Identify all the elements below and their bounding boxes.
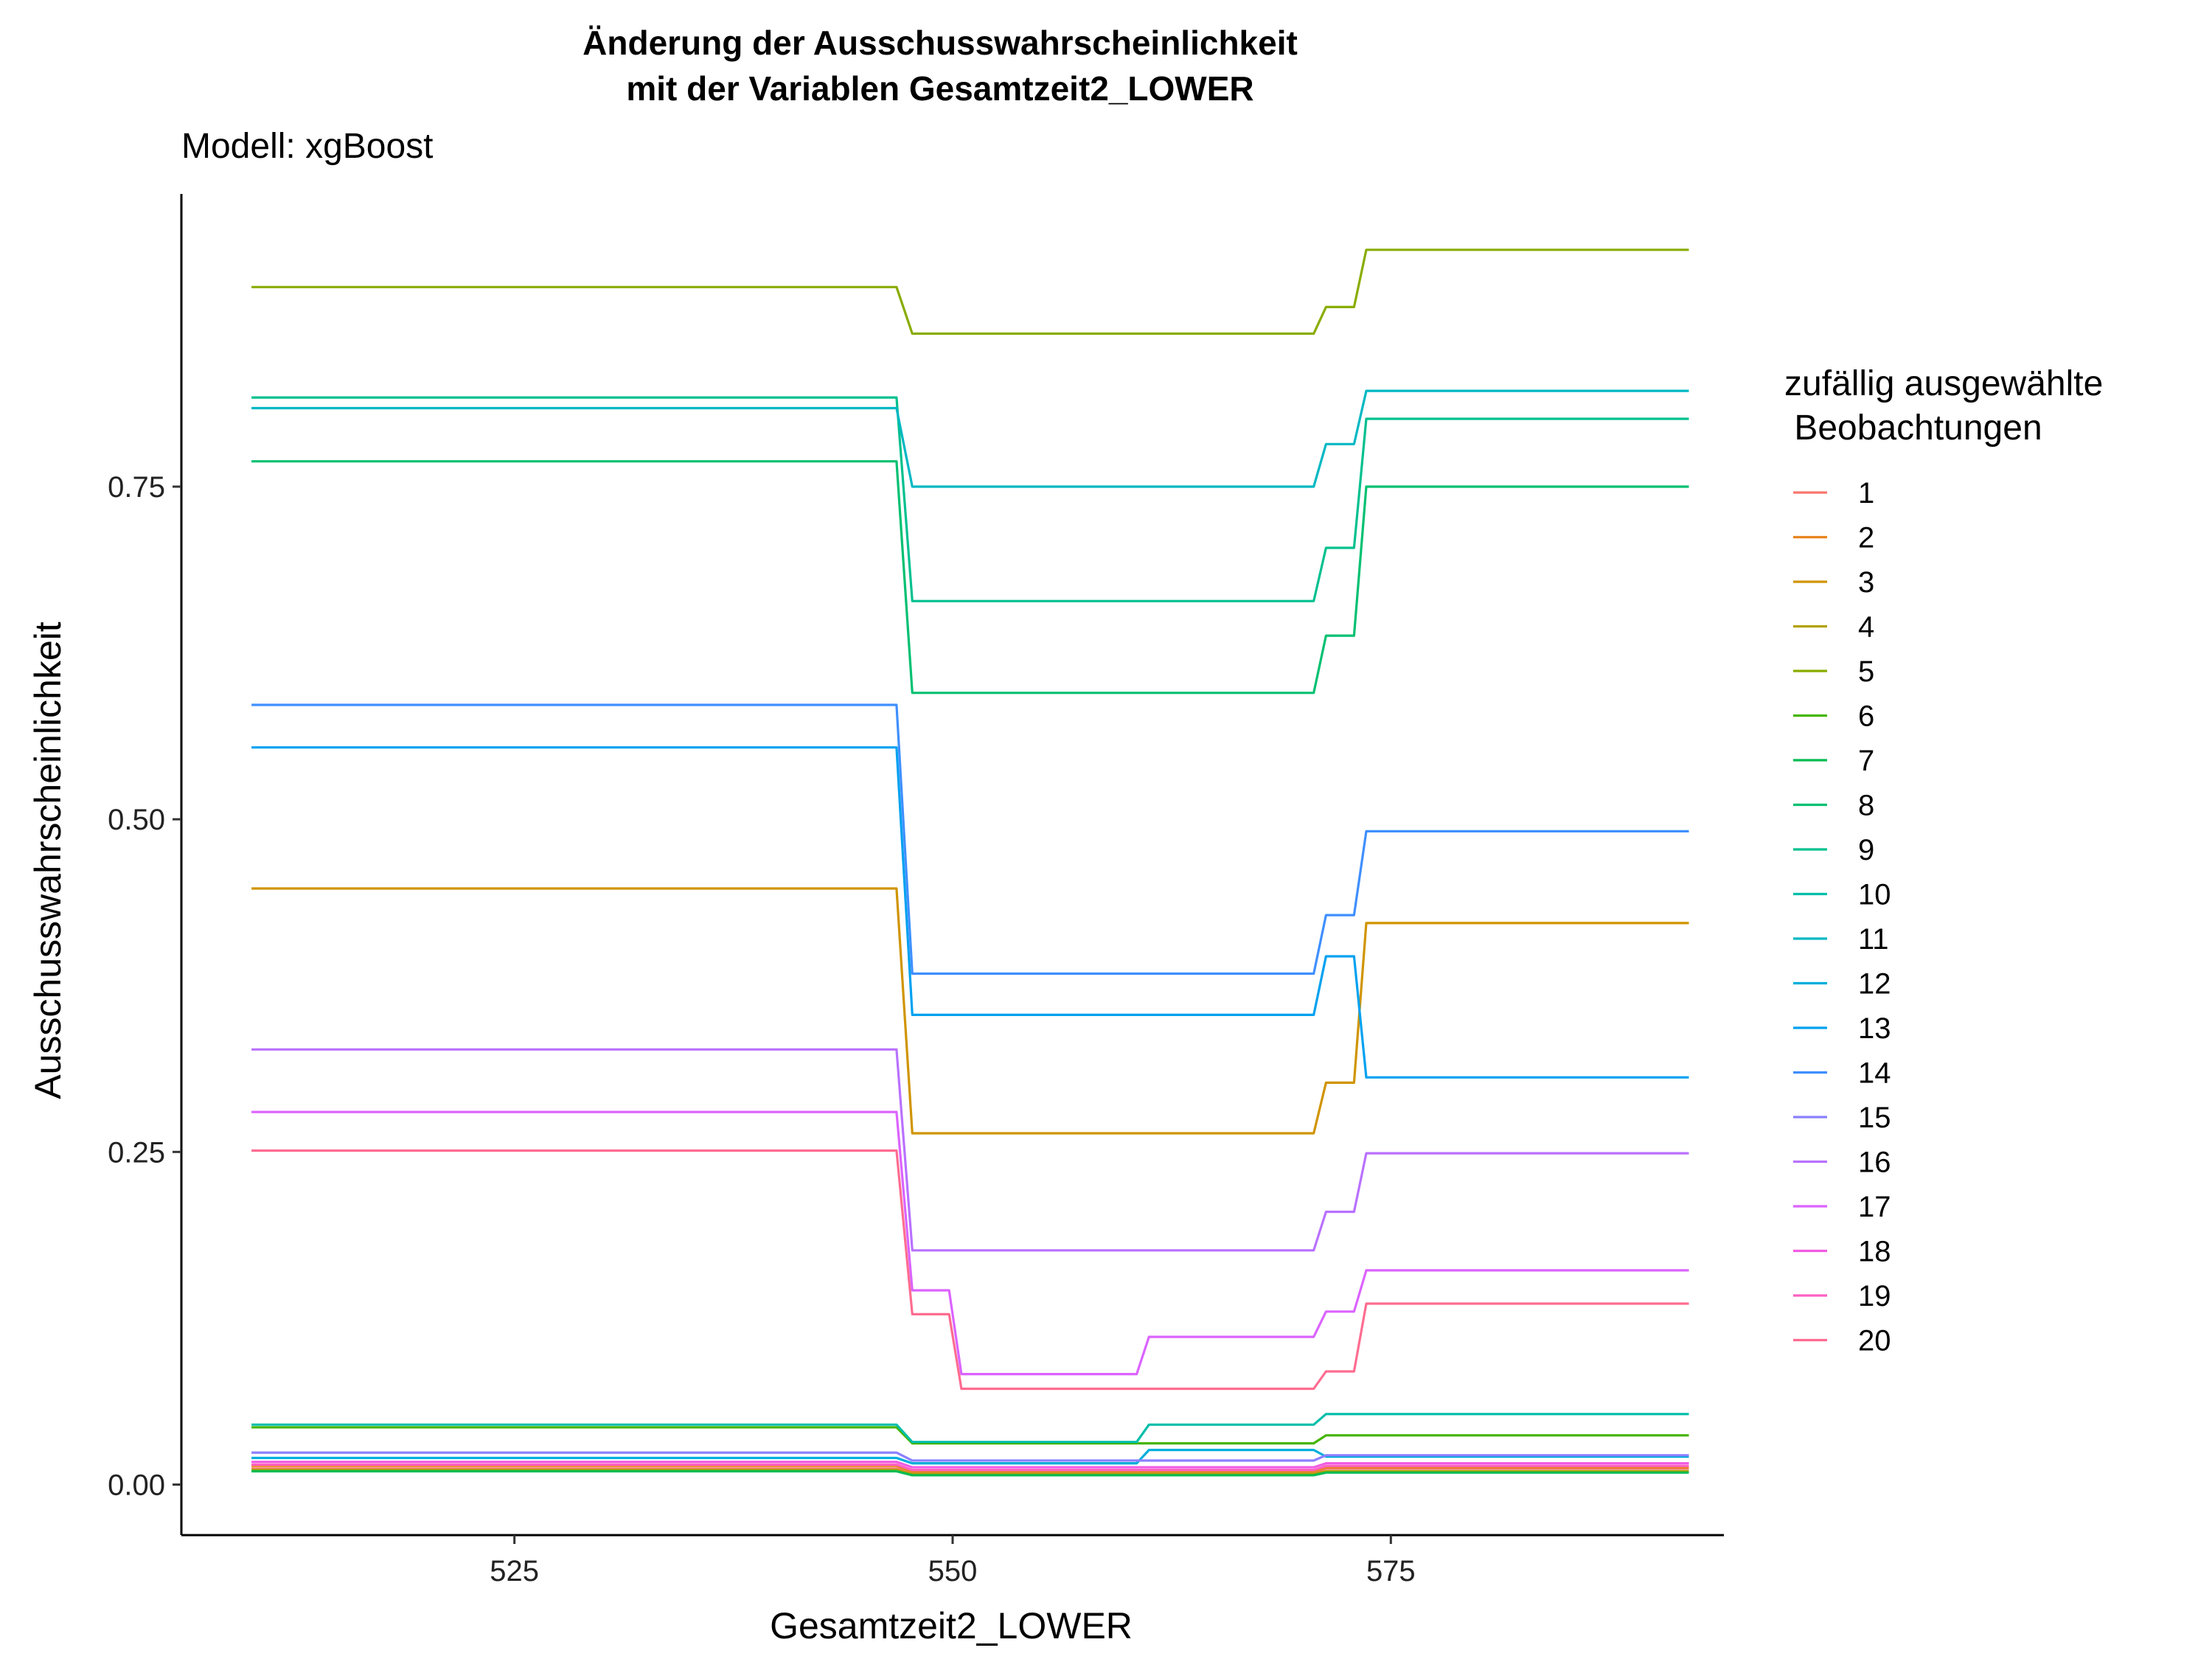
x-axis-title: Gesamtzeit2_LOWER: [770, 1605, 1133, 1646]
series-line-10: [251, 1413, 1689, 1444]
plot-area: 525 550 575 0.00 0.25 0.50 0.75: [108, 194, 1724, 1587]
series-line-14: [251, 703, 1689, 975]
legend-label-17: 17: [1858, 1191, 1891, 1223]
series-line-16: [251, 1048, 1689, 1252]
series-line-11: [251, 389, 1689, 488]
series-line-18: [251, 1461, 1689, 1469]
legend-label-10: 10: [1858, 879, 1891, 911]
legend-label-20: 20: [1858, 1325, 1891, 1357]
y-axis-title: Ausschusswahrscheinlichkeit: [27, 622, 69, 1099]
legend-label-8: 8: [1858, 790, 1874, 822]
legend-label-16: 16: [1858, 1147, 1891, 1179]
legend-label-15: 15: [1858, 1102, 1891, 1134]
series-line-8: [251, 460, 1689, 695]
chart-title-line-2: mit der Variablen Gesamtzeit2_LOWER: [626, 69, 1253, 108]
legend-label-1: 1: [1858, 477, 1874, 509]
y-axis-ticks: 0.00 0.25 0.50 0.75: [108, 471, 181, 1501]
legend-label-13: 13: [1858, 1012, 1891, 1045]
legend-label-4: 4: [1858, 611, 1874, 644]
series-line-20: [251, 1149, 1689, 1391]
chart-subtitle: Modell: xgBoost: [181, 127, 434, 166]
y-tick-label: 0.50: [108, 804, 165, 836]
series-line-5: [251, 248, 1689, 335]
legend-label-12: 12: [1858, 968, 1891, 1001]
legend: zufällig ausgewählte Beobachtungen 12345…: [1784, 364, 2103, 1357]
legend-title-line-1: zufällig ausgewählte: [1784, 364, 2103, 403]
legend-title-line-2: Beobachtungen: [1784, 408, 2042, 448]
legend-label-9: 9: [1858, 834, 1874, 866]
series-line-7: [251, 1470, 1689, 1477]
series-line-1: [251, 1467, 1689, 1474]
legend-label-3: 3: [1858, 566, 1874, 599]
series-line-9: [251, 396, 1689, 602]
legend-label-6: 6: [1858, 700, 1874, 733]
series-line-3: [251, 887, 1689, 1135]
series-line-13: [251, 746, 1689, 1079]
legend-label-19: 19: [1858, 1280, 1891, 1312]
series-line-17: [251, 1110, 1689, 1376]
series-line-19: [251, 1463, 1689, 1472]
x-tick-label: 575: [1366, 1555, 1416, 1587]
legend-label-18: 18: [1858, 1236, 1891, 1268]
chart-title-line-1: Änderung der Ausschusswahrscheinlichkeit: [582, 24, 1298, 62]
series-line-6: [251, 1426, 1689, 1445]
legend-label-2: 2: [1858, 522, 1874, 554]
legend-label-7: 7: [1858, 745, 1874, 777]
legend-label-11: 11: [1858, 923, 1889, 956]
legend-label-5: 5: [1858, 655, 1874, 688]
y-tick-label: 0.00: [108, 1469, 165, 1501]
y-tick-label: 0.75: [108, 471, 165, 504]
x-axis-ticks: 525 550 575: [490, 1535, 1416, 1587]
series-line-2: [251, 1464, 1689, 1473]
series-line-15: [251, 1451, 1689, 1462]
series-line-4: [251, 1468, 1689, 1475]
series-group: [251, 248, 1689, 1477]
legend-label-14: 14: [1858, 1057, 1891, 1090]
y-tick-label: 0.25: [108, 1136, 165, 1169]
x-tick-label: 525: [490, 1555, 539, 1587]
x-tick-label: 550: [928, 1555, 978, 1587]
